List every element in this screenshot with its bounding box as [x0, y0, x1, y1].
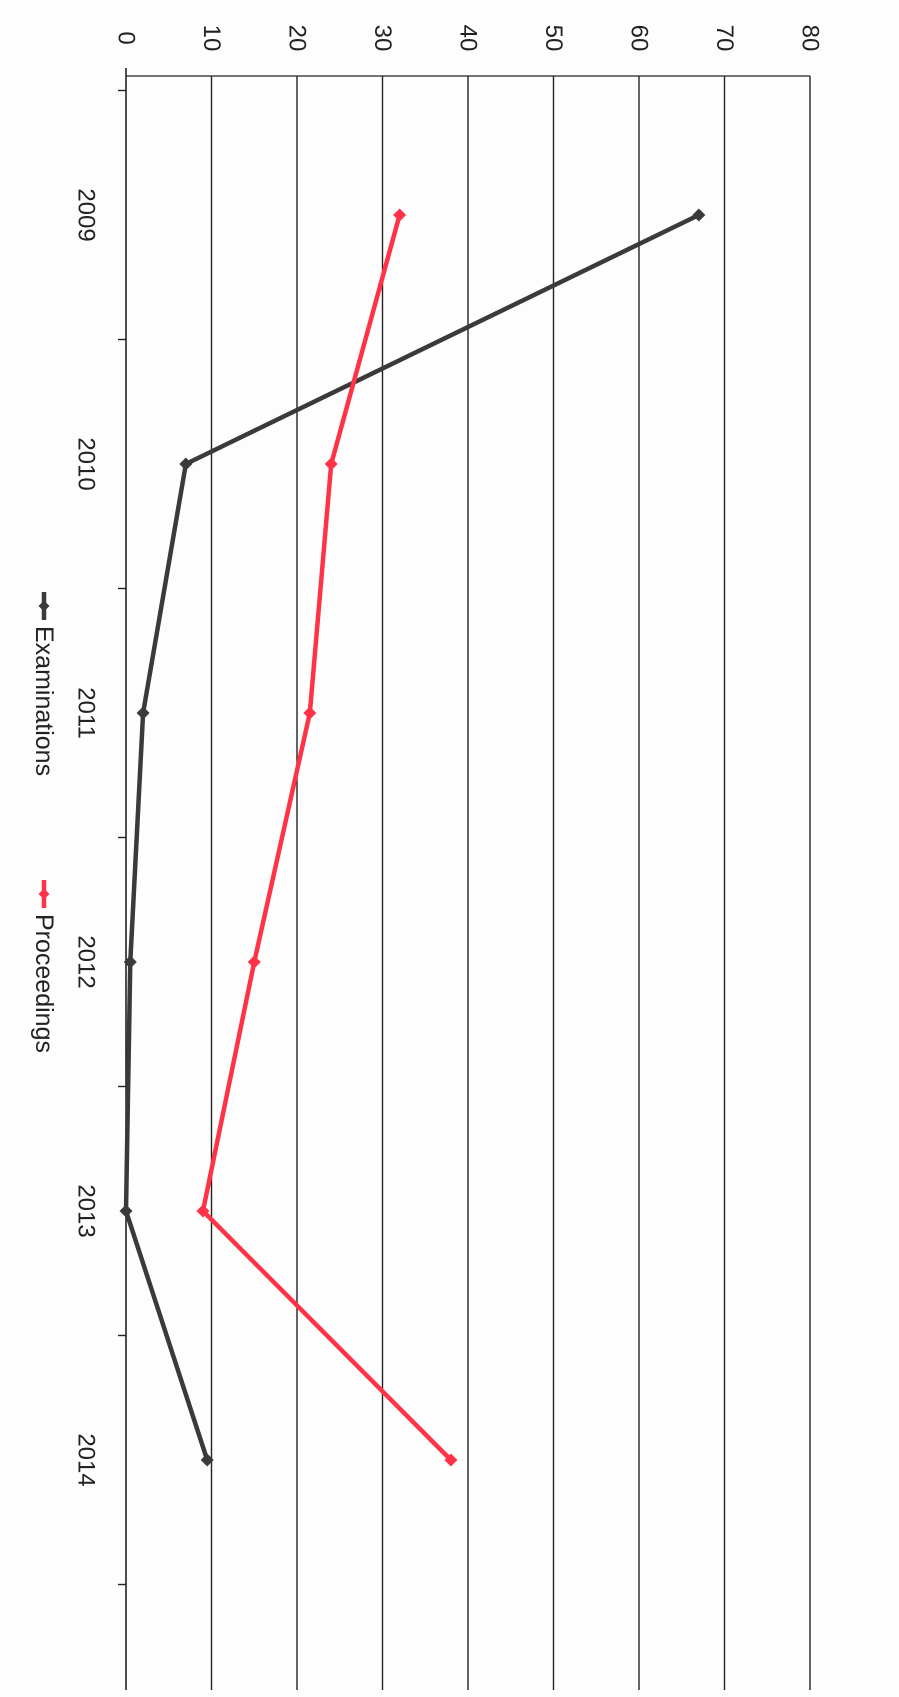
data-point-proceedings: [196, 1204, 210, 1218]
legend-label-proceedings: Proceedings: [30, 914, 58, 1053]
data-point-examinations: [119, 1204, 133, 1218]
data-point-examinations: [692, 208, 706, 222]
category-tick-label: 2012: [73, 935, 100, 988]
gridlines: [210, 76, 811, 1690]
data-point-examinations: [136, 706, 150, 720]
legend: Examinations Proceedings: [30, 592, 58, 1053]
value-tick-label: 60: [626, 25, 653, 52]
series-lines: [119, 208, 706, 1467]
category-tick-label: 2010: [73, 437, 100, 490]
category-axis: [118, 68, 810, 1690]
value-tick-label: 30: [369, 25, 396, 52]
value-tick-label: 80: [797, 25, 824, 52]
value-tick-label: 10: [198, 25, 225, 52]
data-point-examinations: [200, 1453, 214, 1467]
value-tick-label: 0: [113, 31, 140, 44]
data-point-proceedings: [303, 706, 317, 720]
series-line-examinations: [123, 212, 702, 1463]
category-tick-label: 2011: [73, 687, 100, 739]
value-tick-labels: 0 10 20 30 40 50 60 70 80: [113, 25, 824, 52]
value-tick-label: 70: [711, 25, 738, 52]
category-tick-label: 2013: [73, 1184, 100, 1237]
series-line-proceedings: [200, 212, 454, 1463]
data-point-proceedings: [247, 955, 261, 969]
category-tick-label: 2009: [73, 188, 100, 241]
category-tick-labels: 2009 2010 2011 2012 2013 2014: [73, 188, 100, 1486]
data-point-examinations: [123, 955, 137, 969]
data-point-proceedings: [324, 457, 338, 471]
legend-marker: [38, 600, 50, 612]
data-point-proceedings: [393, 208, 407, 222]
category-tick-label: 2014: [73, 1433, 100, 1486]
value-tick-label: 20: [284, 25, 311, 52]
legend-marker: [38, 888, 50, 900]
legend-label-examinations: Examinations: [30, 626, 58, 776]
value-tick-label: 40: [455, 25, 482, 52]
value-tick-label: 50: [540, 25, 567, 52]
data-point-proceedings: [444, 1453, 458, 1467]
data-point-examinations: [179, 457, 193, 471]
